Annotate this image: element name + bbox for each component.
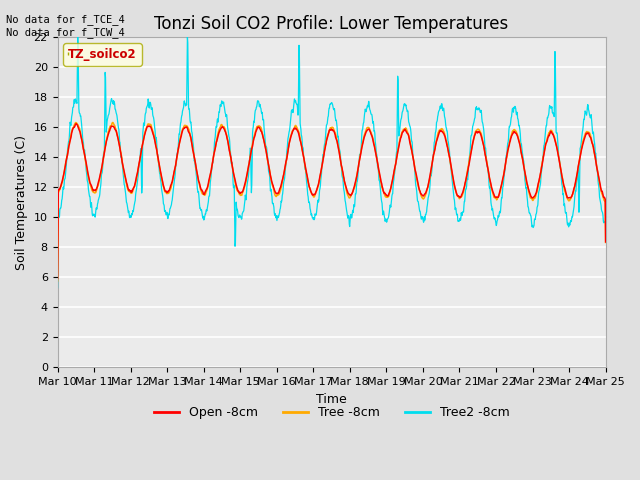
Tree2 -8cm: [74, 33, 81, 39]
Tree2 -8cm: [54, 285, 61, 290]
Tree -8cm: [237, 192, 245, 198]
Tree -8cm: [417, 192, 425, 198]
Open -8cm: [237, 190, 245, 195]
Tree -8cm: [489, 189, 497, 195]
Tree -8cm: [537, 169, 545, 175]
Tree2 -8cm: [489, 205, 497, 211]
Tree -8cm: [176, 137, 184, 143]
Line: Open -8cm: Open -8cm: [58, 123, 605, 278]
Tree2 -8cm: [237, 214, 245, 220]
Title: Tonzi Soil CO2 Profile: Lower Temperatures: Tonzi Soil CO2 Profile: Lower Temperatur…: [154, 15, 509, 33]
Tree2 -8cm: [602, 219, 609, 225]
Open -8cm: [54, 276, 61, 281]
Open -8cm: [602, 239, 609, 245]
Tree -8cm: [109, 120, 116, 125]
Open -8cm: [176, 139, 184, 144]
Open -8cm: [417, 191, 425, 197]
Text: No data for f_TCE_4
No data for f_TCW_4: No data for f_TCE_4 No data for f_TCW_4: [6, 14, 125, 38]
Open -8cm: [163, 189, 170, 194]
Tree2 -8cm: [537, 176, 545, 181]
Line: Tree2 -8cm: Tree2 -8cm: [58, 36, 605, 288]
Y-axis label: Soil Temperatures (C): Soil Temperatures (C): [15, 135, 28, 270]
Tree2 -8cm: [417, 214, 425, 220]
X-axis label: Time: Time: [316, 393, 347, 406]
Tree -8cm: [602, 240, 609, 245]
Tree -8cm: [54, 278, 61, 284]
Line: Tree -8cm: Tree -8cm: [58, 122, 605, 281]
Tree -8cm: [163, 190, 170, 196]
Legend: Open -8cm, Tree -8cm, Tree2 -8cm: Open -8cm, Tree -8cm, Tree2 -8cm: [148, 401, 515, 424]
Open -8cm: [537, 169, 545, 175]
Open -8cm: [72, 120, 80, 126]
Open -8cm: [489, 188, 497, 193]
Tree2 -8cm: [163, 212, 170, 217]
Tree2 -8cm: [176, 129, 184, 134]
